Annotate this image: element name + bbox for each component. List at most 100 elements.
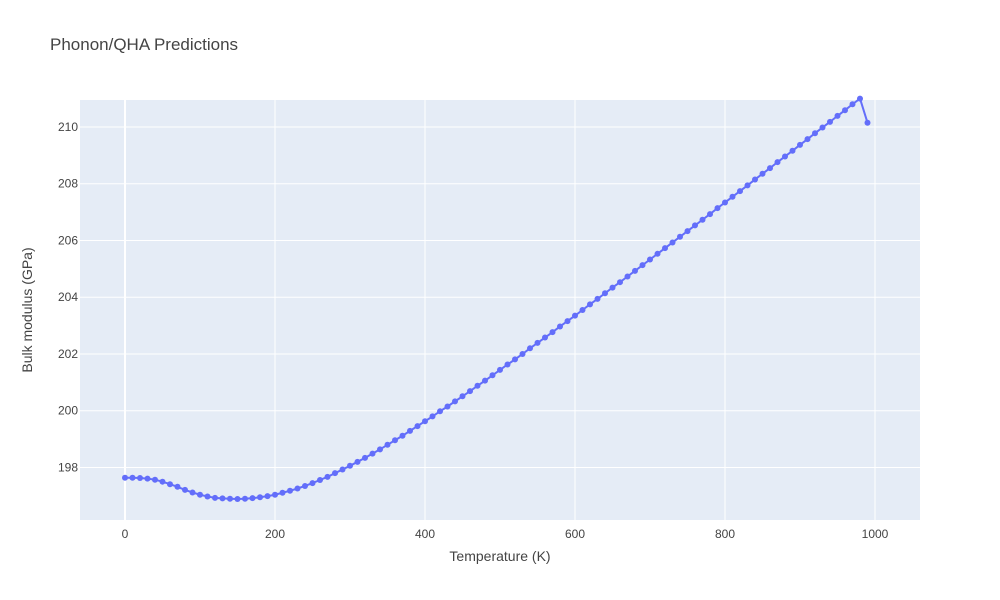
data-point [204, 493, 211, 500]
data-point [264, 493, 271, 500]
data-point [662, 245, 668, 252]
tick-labels: 0 200 400 600 800 1000 198 200 202 204 206 208 210 [58, 120, 889, 541]
data-point [632, 267, 638, 274]
data-point [234, 496, 241, 502]
data-point [594, 295, 601, 302]
data-point [842, 107, 848, 114]
data-point [497, 366, 503, 373]
data-point [864, 119, 871, 126]
chart-title: Phonon/QHA Predictions [50, 35, 238, 54]
data-point [137, 475, 143, 481]
data-point [212, 494, 218, 501]
data-point [767, 165, 773, 172]
data-point [692, 222, 698, 229]
data-point [759, 170, 766, 177]
data-point [549, 329, 556, 336]
data-point [444, 403, 451, 410]
data-point [707, 211, 713, 218]
data-point [849, 101, 856, 108]
data-point [639, 262, 646, 269]
data-point [309, 480, 316, 487]
data-point [579, 307, 586, 313]
data-point [519, 350, 526, 357]
x-tick-label: 600 [565, 527, 585, 541]
data-point [279, 489, 286, 496]
y-tick-label: 198 [58, 461, 78, 475]
data-point [129, 474, 136, 481]
data-point [242, 495, 248, 502]
data-point [287, 487, 293, 494]
data-point [647, 256, 653, 263]
data-point [534, 339, 541, 346]
data-point [542, 334, 548, 341]
data-point [437, 408, 443, 415]
data-point [474, 382, 481, 389]
data-point [827, 118, 833, 125]
y-tick-label: 200 [58, 404, 78, 418]
data-point [504, 361, 511, 368]
y-tick-label: 204 [58, 290, 78, 304]
data-point [354, 458, 361, 465]
data-point [272, 491, 278, 498]
data-point [384, 441, 391, 448]
data-point [429, 413, 436, 420]
data-point [369, 450, 376, 457]
data-point [669, 239, 676, 246]
data-point [122, 474, 128, 481]
data-point [752, 176, 758, 183]
data-point [152, 476, 158, 483]
y-tick-label: 210 [58, 120, 78, 134]
data-point [362, 454, 368, 461]
data-point [609, 284, 616, 291]
data-point [257, 494, 263, 501]
x-tick-label: 800 [715, 527, 735, 541]
data-point [182, 486, 188, 493]
data-point [782, 153, 788, 160]
data-point [452, 398, 458, 405]
data-point [797, 141, 803, 148]
series-layer [122, 95, 871, 502]
data-point [294, 485, 301, 492]
data-point [722, 199, 728, 206]
data-point [557, 323, 563, 330]
data-point [249, 495, 256, 502]
data-point [302, 482, 308, 489]
data-point [737, 188, 743, 195]
data-point [174, 483, 181, 490]
x-tick-label: 400 [415, 527, 435, 541]
data-point [572, 312, 578, 319]
x-tick-label: 1000 [862, 527, 889, 541]
data-point [819, 124, 826, 131]
data-point [654, 250, 661, 257]
data-point [587, 301, 593, 308]
data-point [699, 216, 706, 223]
data-point [714, 205, 721, 212]
x-tick-label: 200 [265, 527, 285, 541]
data-point [677, 233, 683, 240]
data-point [399, 432, 406, 439]
data-point [227, 495, 233, 502]
x-axis-title: Temperature (K) [449, 548, 550, 564]
data-point [482, 377, 488, 384]
data-point [512, 356, 518, 363]
data-point [684, 228, 691, 235]
data-point [527, 345, 533, 352]
data-point [602, 290, 608, 297]
data-point [339, 466, 346, 473]
data-point [459, 393, 466, 400]
data-point [729, 193, 736, 200]
data-point [144, 475, 151, 482]
x-tick-label: 0 [122, 527, 129, 541]
data-point [624, 273, 631, 280]
data-point [804, 136, 811, 143]
data-point [167, 481, 173, 488]
data-point [617, 279, 623, 286]
data-point [834, 112, 841, 119]
data-point [317, 476, 323, 483]
data-point [159, 478, 166, 485]
data-point [564, 318, 571, 325]
data-point [489, 372, 496, 379]
data-point [377, 446, 383, 453]
data-point [332, 470, 338, 477]
